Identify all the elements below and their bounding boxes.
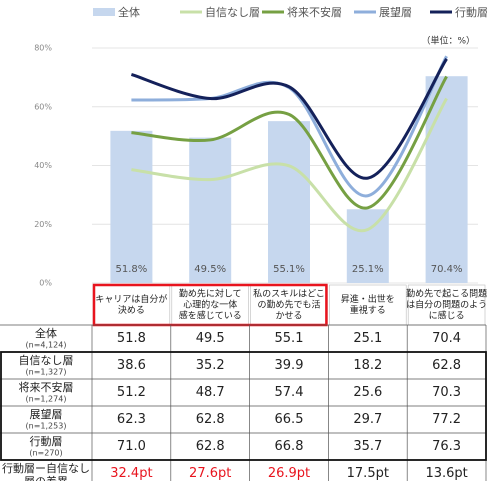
table-cell: 25.6 <box>353 385 382 400</box>
bar <box>110 130 153 283</box>
table-cell: 66.5 <box>275 412 304 427</box>
table-cell: 57.4 <box>275 385 304 400</box>
y-tick-label: 80% <box>34 44 52 53</box>
row-label: 行動層ー自信なし <box>2 461 90 475</box>
table-cell: 62.8 <box>432 358 461 373</box>
category-label: キャリアは自分が <box>95 293 167 305</box>
table-cell: 71.0 <box>117 439 146 454</box>
table-cell: 25.1 <box>353 331 382 346</box>
category-label: かせる <box>275 311 302 322</box>
table-cell: 70.3 <box>432 385 461 400</box>
legend-label: 展望層 <box>379 6 412 19</box>
legend-swatch <box>93 8 115 16</box>
table-cell: 49.5 <box>196 331 225 346</box>
row-label: 自信なし層 <box>19 354 74 367</box>
row-n: (n=1,253) <box>26 422 67 431</box>
table-cell: 27.6pt <box>189 466 231 481</box>
bar-value-label: 25.1% <box>352 264 384 275</box>
table-cell: 66.8 <box>275 439 304 454</box>
row-label: 将来不安層 <box>19 380 74 394</box>
row-n: (n=1,274) <box>26 395 67 404</box>
table-cell: 70.4 <box>432 331 461 346</box>
table-cell: 51.8 <box>117 331 146 346</box>
table-cell: 48.7 <box>196 385 225 400</box>
category-label: は自分の問題のよう <box>406 299 487 311</box>
category-box <box>92 284 171 326</box>
table-cell: 29.7 <box>353 412 382 427</box>
table-cell: 13.6pt <box>425 466 467 481</box>
category-label: 感を感じている <box>179 310 242 322</box>
legend-label: 将来不安層 <box>287 5 342 19</box>
bar <box>346 209 389 283</box>
legend-label: 自信なし層 <box>205 6 260 19</box>
legend-label: 行動層 <box>455 5 488 19</box>
unit-note: （単位：%） <box>421 35 475 47</box>
legend-label: 全体 <box>118 5 140 19</box>
table-cell: 62.8 <box>196 412 225 427</box>
table-cell: 55.1 <box>275 331 304 346</box>
row-n: (n=4,124) <box>26 341 67 350</box>
bar <box>189 137 232 283</box>
series-line <box>130 58 448 180</box>
table-cell: 18.2 <box>353 358 382 373</box>
bar-value-label: 51.8% <box>116 264 148 275</box>
table-cell: 35.2 <box>196 358 225 373</box>
table-cell: 35.7 <box>353 439 382 454</box>
row-label: 展望層 <box>30 408 63 421</box>
category-box <box>329 284 407 326</box>
series-line <box>131 55 448 198</box>
group-box <box>0 351 487 461</box>
table-cell: 17.5pt <box>347 466 389 481</box>
row-label: 層の差異 <box>24 474 68 481</box>
category-label: の勤め先でも活 <box>257 299 320 311</box>
bar <box>268 121 310 283</box>
y-tick-label: 60% <box>34 102 52 111</box>
category-label: 心理的な一体 <box>183 299 237 311</box>
bar-value-label: 70.4% <box>431 264 463 275</box>
category-label: に感じる <box>429 310 465 322</box>
row-label: 全体 <box>35 326 57 340</box>
y-tick-label: 40% <box>34 161 52 170</box>
category-label: 昇進・出世を <box>341 293 395 305</box>
table-cell: 77.2 <box>432 412 461 427</box>
table-cell: 62.3 <box>117 412 146 427</box>
row-label: 行動層 <box>30 434 63 448</box>
bar-value-label: 49.5% <box>194 264 226 275</box>
table-cell: 62.8 <box>196 439 225 454</box>
table-cell: 51.2 <box>117 385 146 400</box>
table-cell: 76.3 <box>432 439 461 454</box>
y-tick-label: 0% <box>39 279 52 288</box>
category-label: 私のスキルはどこ <box>253 289 325 300</box>
category-label: 勤め先で起こる問題 <box>406 288 487 300</box>
row-n: (n=1,327) <box>26 368 67 377</box>
category-label: 決める <box>118 304 145 316</box>
table-cell: 39.9 <box>275 358 304 373</box>
y-tick-label: 20% <box>34 220 52 229</box>
bar-value-label: 55.1% <box>273 264 305 275</box>
table-cell: 38.6 <box>117 358 146 373</box>
row-n: (n=270) <box>29 449 62 458</box>
series-line <box>131 75 448 210</box>
table-cell: 26.9pt <box>268 466 310 481</box>
bar <box>425 76 468 283</box>
table-cell: 32.4pt <box>110 466 152 481</box>
category-label: 勤め先に対して <box>179 288 242 300</box>
series-line <box>131 97 448 233</box>
category-label: 重視する <box>350 304 386 316</box>
